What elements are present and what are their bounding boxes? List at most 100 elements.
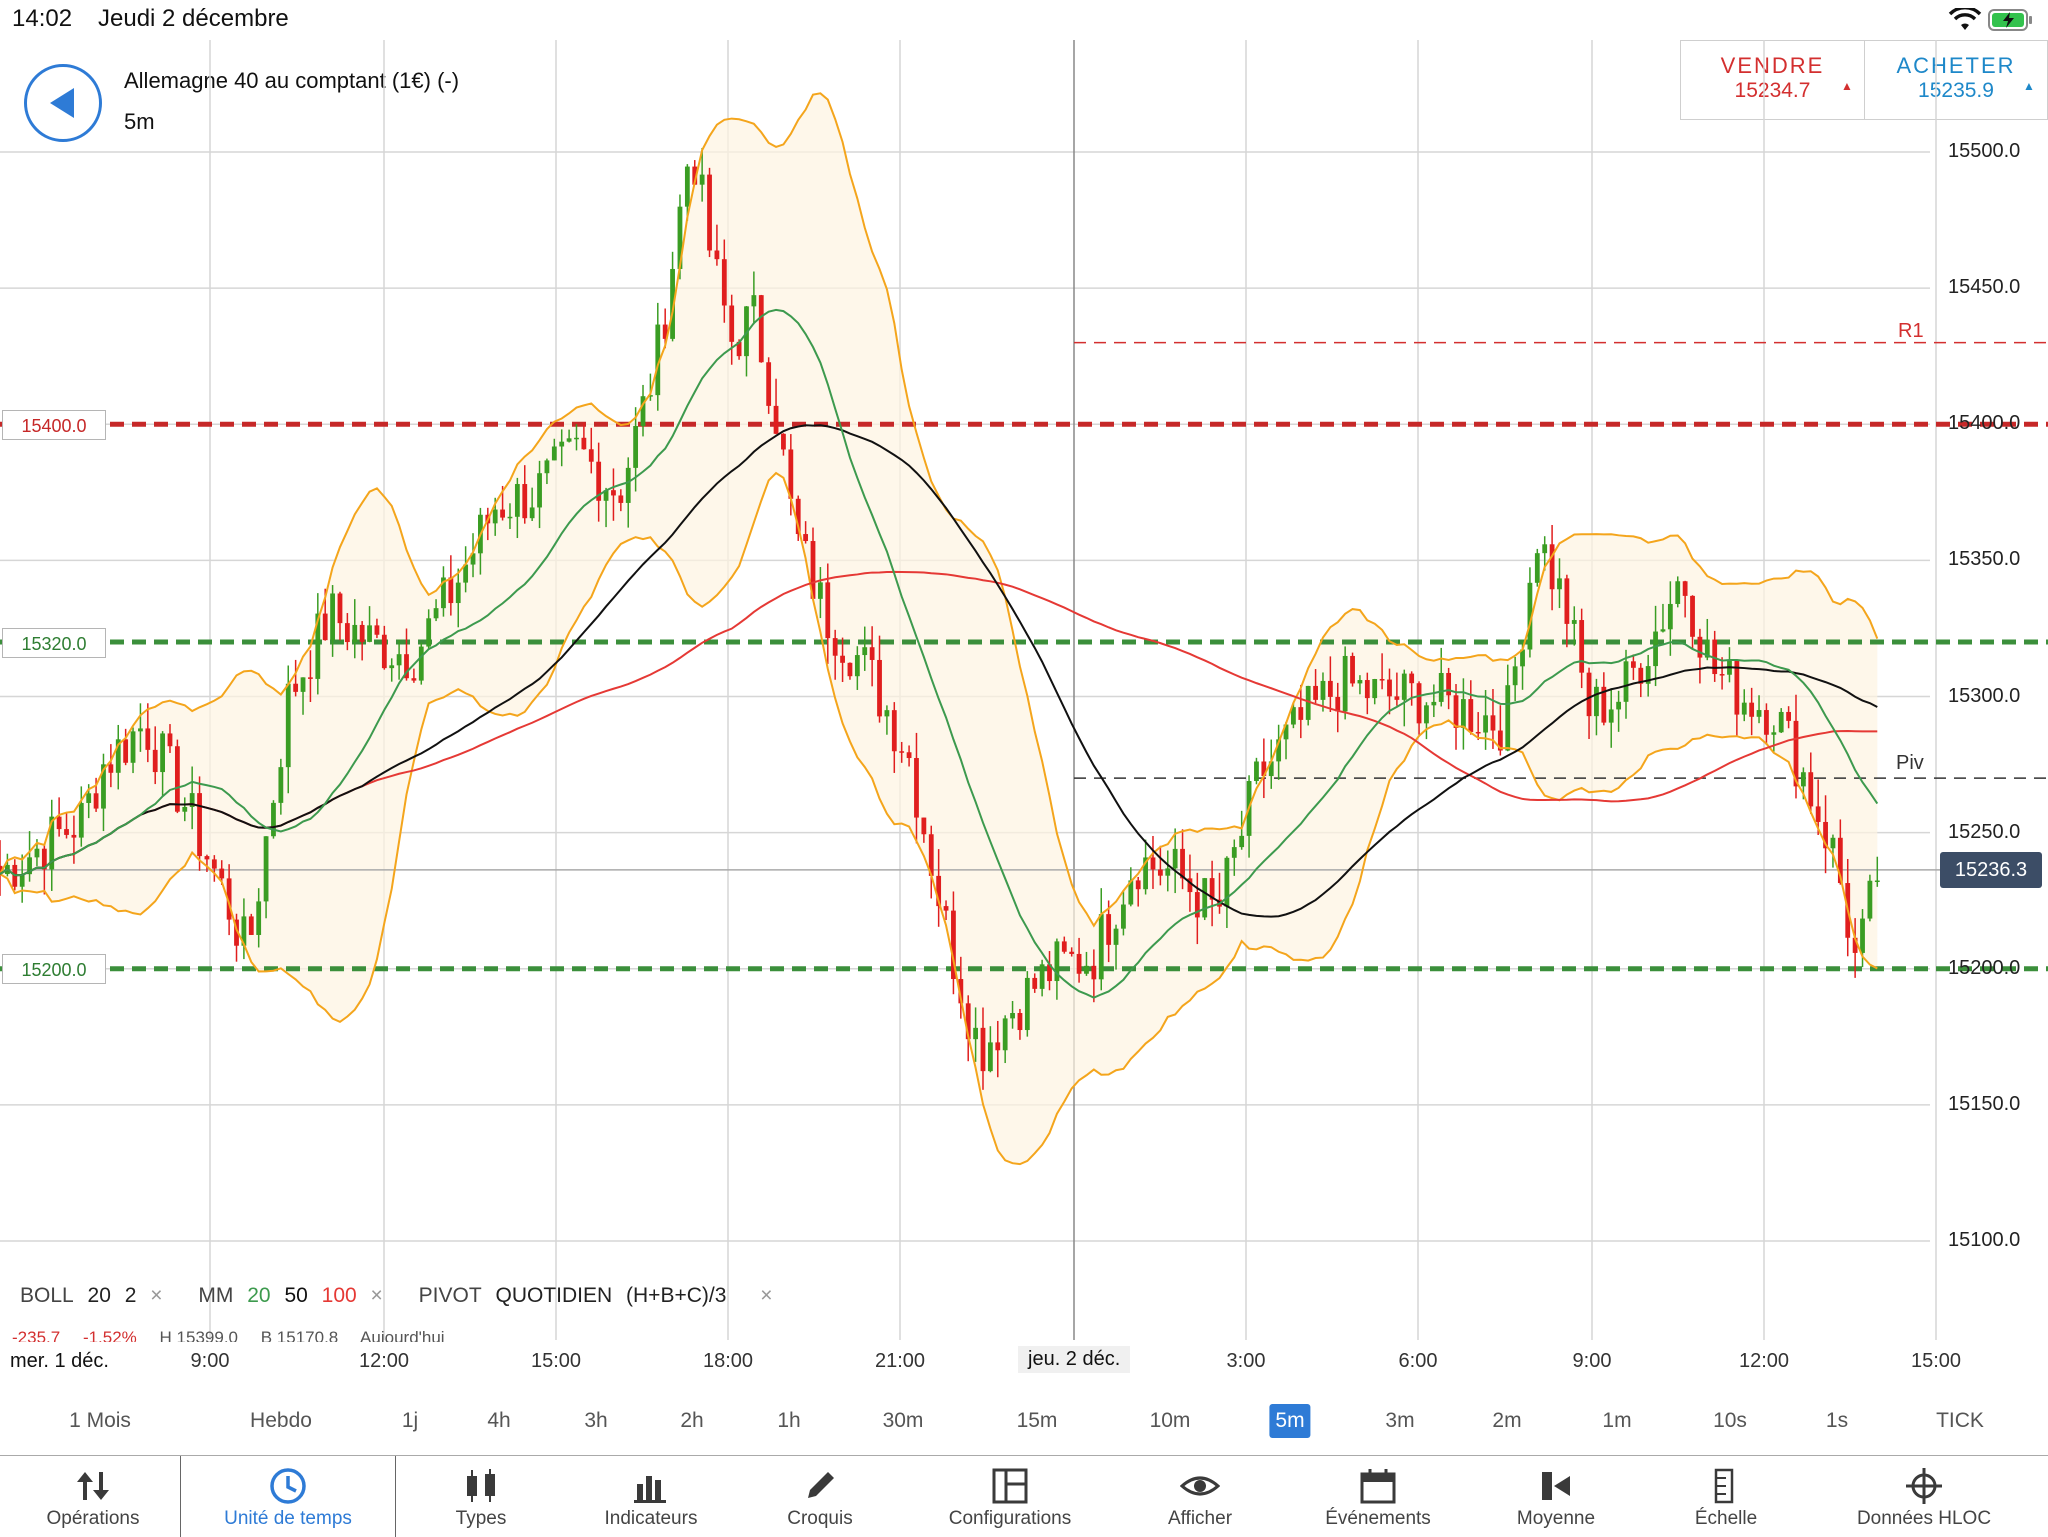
tool-bar-chart[interactable]: Indicateurs: [561, 1456, 741, 1537]
price-chart[interactable]: [0, 40, 2048, 1350]
legend-boll-period: 20: [87, 1284, 111, 1307]
candle-body: [219, 868, 225, 879]
candle-body: [825, 582, 831, 639]
level-tag-15200[interactable]: 15200.0: [2, 954, 106, 984]
legend-boll[interactable]: BOLL: [20, 1284, 74, 1307]
legend-ma[interactable]: MM: [198, 1284, 234, 1307]
candle-body: [588, 449, 594, 462]
candle-body: [1667, 603, 1673, 630]
candle-body: [1357, 680, 1363, 684]
candle-body: [1276, 739, 1282, 762]
candle-body: [1261, 761, 1267, 777]
tool-label: Croquis: [787, 1508, 853, 1529]
back-button[interactable]: [24, 64, 102, 142]
candle-body: [226, 878, 232, 920]
candle-body: [1852, 937, 1858, 953]
timeframe-1-mois[interactable]: 1 Mois: [69, 1409, 131, 1432]
remove-pivot-icon[interactable]: ×: [760, 1284, 773, 1307]
timeframe-1j[interactable]: 1j: [401, 1409, 419, 1432]
candle-body: [1209, 878, 1215, 900]
tool-pencil[interactable]: Croquis: [730, 1456, 910, 1537]
active-tool-frame: [180, 1456, 396, 1537]
candle-body: [1106, 914, 1112, 945]
legend-pivot-type: QUOTIDIEN: [495, 1284, 613, 1307]
candle-body: [965, 1003, 971, 1040]
candle-body: [1704, 639, 1710, 658]
indicator-legend: BOLL 20 2 × MM 20 50 100 × PIVOT QUOTIDI…: [20, 1284, 781, 1308]
candle-body: [773, 405, 779, 434]
x-tick-label: 15:00: [530, 1350, 582, 1372]
bar-chart-icon: [634, 1476, 666, 1503]
pencil-icon: [808, 1472, 834, 1498]
tool-average[interactable]: Moyenne: [1466, 1456, 1646, 1537]
sell-price: 15234.7: [1734, 79, 1811, 102]
tool-clock[interactable]: Unité de temps: [198, 1456, 378, 1537]
timeframe-5m[interactable]: 5m: [1269, 1404, 1311, 1438]
candle-body: [1172, 848, 1178, 869]
candle-body: [448, 577, 454, 604]
candle-body: [943, 906, 949, 911]
timeframe-10s[interactable]: 10s: [1713, 1409, 1747, 1432]
timeframe-hebdo[interactable]: Hebdo: [250, 1409, 312, 1432]
level-tag-15400[interactable]: 15400.0: [2, 410, 106, 440]
candle-body: [766, 362, 772, 406]
timeframe-2m[interactable]: 2m: [1492, 1409, 1522, 1432]
candle-body: [1135, 880, 1141, 890]
candle-body: [1630, 661, 1636, 668]
remove-boll-icon[interactable]: ×: [150, 1284, 163, 1307]
y-tick-label: 15200.0: [1948, 956, 2021, 979]
timeframe-3m[interactable]: 3m: [1385, 1409, 1415, 1432]
tool-label: Moyenne: [1516, 1508, 1596, 1529]
status-date: Jeudi 2 décembre: [98, 5, 289, 32]
timeframe-tick[interactable]: TICK: [1936, 1409, 1984, 1432]
candle-body: [1690, 595, 1695, 637]
level-tag-15320[interactable]: 15320.0: [2, 628, 106, 658]
candle-body: [1778, 711, 1784, 733]
y-tick-label: 15300.0: [1948, 684, 2021, 707]
timeframe-2h[interactable]: 2h: [680, 1409, 704, 1432]
eye-icon: [1180, 1476, 1220, 1496]
candle-body: [64, 829, 69, 835]
timeframe-1m[interactable]: 1m: [1602, 1409, 1632, 1432]
timeframe-1s[interactable]: 1s: [1825, 1409, 1849, 1432]
tool-eye[interactable]: Afficher: [1110, 1456, 1290, 1537]
timeframe-3h[interactable]: 3h: [584, 1409, 608, 1432]
candle-body: [1298, 707, 1304, 720]
candle-body: [1505, 685, 1511, 751]
tool-up-down-arrows[interactable]: Opérations: [3, 1456, 183, 1537]
remove-ma-icon[interactable]: ×: [370, 1284, 383, 1307]
candle-body: [951, 910, 956, 980]
timeframe-30m[interactable]: 30m: [882, 1409, 924, 1432]
candle-body: [1409, 673, 1415, 684]
candle-body: [1749, 702, 1755, 717]
legend-pivot[interactable]: PIVOT: [418, 1284, 482, 1307]
candle-body: [1771, 732, 1777, 735]
candle-body: [470, 553, 476, 565]
candle-body: [544, 460, 550, 474]
candle-body: [1180, 848, 1185, 879]
timeframe-10m[interactable]: 10m: [1149, 1409, 1191, 1432]
timeframe-1h[interactable]: 1h: [777, 1409, 801, 1432]
candle-body: [1638, 667, 1644, 684]
tool-calendar[interactable]: Événements: [1288, 1456, 1468, 1537]
candle-body: [522, 484, 528, 519]
candle-body: [862, 647, 868, 656]
candle-body: [1815, 806, 1821, 822]
sell-button[interactable]: VENDRE 15234.7 ▲: [1681, 41, 1865, 119]
timeframe-label: 5m: [124, 109, 155, 134]
tool-crosshair[interactable]: Données HLOC: [1834, 1456, 2014, 1537]
buy-price: 15235.9: [1918, 79, 1994, 102]
legend-ma3: 100: [321, 1284, 357, 1307]
candle-body: [566, 438, 572, 442]
candle-body: [758, 295, 764, 363]
candle-body: [662, 324, 668, 339]
candle-body: [1024, 977, 1030, 1031]
tool-label: Types: [455, 1508, 507, 1529]
tool-candles[interactable]: Types: [391, 1456, 571, 1537]
buy-button[interactable]: ACHETER 15235.9 ▲: [1865, 41, 2047, 119]
timeframe-15m[interactable]: 15m: [1016, 1409, 1058, 1432]
candle-body: [204, 856, 210, 860]
tool-scale[interactable]: Échelle: [1636, 1456, 1816, 1537]
tool-layout[interactable]: Configurations: [920, 1456, 1100, 1537]
timeframe-4h[interactable]: 4h: [487, 1409, 511, 1432]
